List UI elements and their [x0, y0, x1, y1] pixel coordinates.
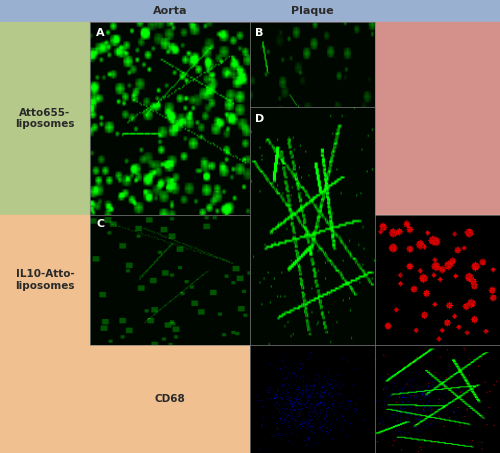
- Text: Plaque: Plaque: [291, 6, 334, 16]
- Text: Aorta: Aorta: [152, 6, 187, 16]
- Bar: [90, 22, 500, 215]
- Text: IL10-Atto-
liposomes: IL10-Atto- liposomes: [15, 269, 75, 291]
- Bar: [0, 0, 500, 22]
- Text: B: B: [255, 28, 264, 38]
- Text: Atto655-
liposomes: Atto655- liposomes: [15, 108, 75, 129]
- Bar: [0, 215, 500, 453]
- Bar: [0, 22, 90, 215]
- Text: A: A: [96, 28, 105, 38]
- Text: C: C: [96, 219, 104, 229]
- Text: CD68: CD68: [154, 394, 186, 404]
- Text: D: D: [255, 114, 264, 124]
- Text: Nuclei: Nuclei: [419, 275, 456, 285]
